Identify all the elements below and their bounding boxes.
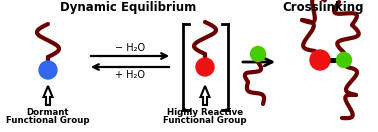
- Text: Functional Group: Functional Group: [163, 116, 247, 125]
- Polygon shape: [200, 86, 209, 105]
- Text: Highly Reactive: Highly Reactive: [167, 108, 243, 117]
- Polygon shape: [43, 86, 53, 105]
- Circle shape: [310, 50, 330, 70]
- Circle shape: [251, 46, 265, 62]
- Circle shape: [196, 58, 214, 76]
- Text: − H₂O: − H₂O: [115, 43, 145, 53]
- Circle shape: [336, 53, 352, 67]
- Text: Dormant: Dormant: [27, 108, 69, 117]
- Text: Functional Group: Functional Group: [6, 116, 90, 125]
- Circle shape: [39, 61, 57, 79]
- Text: Crosslinking: Crosslinking: [282, 1, 364, 14]
- Text: + H₂O: + H₂O: [115, 70, 145, 80]
- Text: Dynamic Equilibrium: Dynamic Equilibrium: [60, 1, 196, 14]
